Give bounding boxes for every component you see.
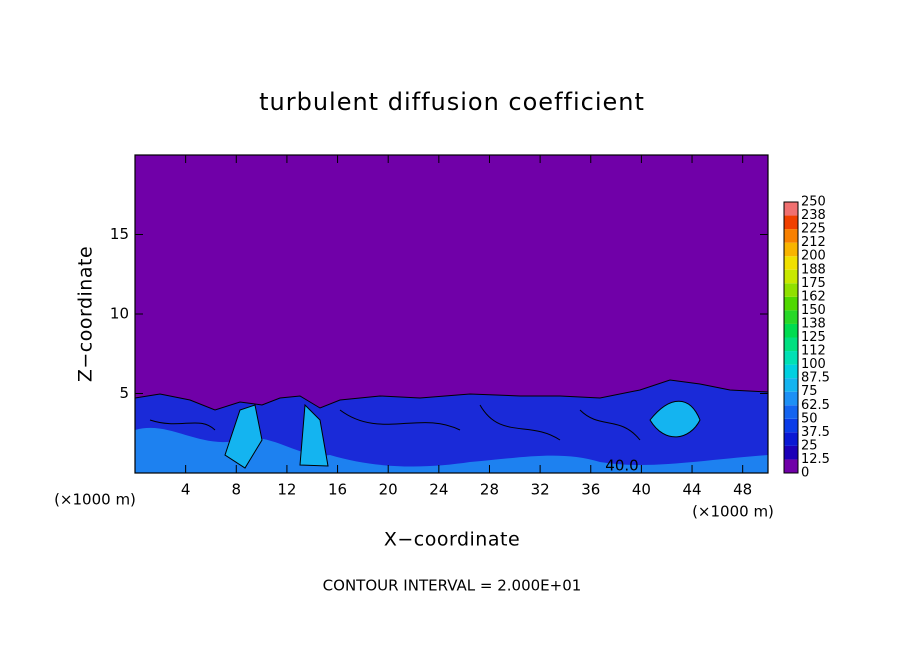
colorbar-label: 75 bbox=[801, 384, 818, 399]
y-unit-label: (×1000 m) bbox=[692, 503, 774, 521]
colorbar-label: 37.5 bbox=[801, 425, 830, 440]
colorbar-label: 175 bbox=[801, 276, 826, 291]
y-tick-label: 5 bbox=[119, 384, 129, 402]
x-tick-label: 12 bbox=[277, 481, 296, 499]
x-tick-label: 8 bbox=[232, 481, 242, 499]
x-tick-label: 24 bbox=[429, 481, 448, 499]
colorbar-label: 87.5 bbox=[801, 371, 830, 386]
colorbar-band bbox=[784, 256, 798, 270]
colorbar-band bbox=[784, 391, 798, 406]
colorbar-band bbox=[784, 269, 798, 284]
colorbar-label: 200 bbox=[801, 249, 826, 264]
y-axis-label: Z−coordinate bbox=[75, 246, 97, 382]
colorbar-frame bbox=[783, 201, 799, 474]
colorbar-band bbox=[784, 337, 798, 352]
colorbar-band bbox=[784, 202, 798, 216]
colorbar-band bbox=[784, 432, 798, 446]
colorbar-label: 112 bbox=[801, 344, 826, 359]
colorbar-label: 150 bbox=[801, 303, 826, 318]
colorbar-band bbox=[784, 215, 798, 230]
x-tick-label: 44 bbox=[682, 481, 701, 499]
x-tick-label: 28 bbox=[480, 481, 499, 499]
colorbar-label: 62.5 bbox=[801, 398, 830, 413]
x-tick-label: 4 bbox=[181, 481, 191, 499]
turbulent-layer-lower bbox=[135, 427, 768, 473]
colorbar-band bbox=[784, 310, 798, 324]
colorbar-label: 225 bbox=[801, 222, 826, 237]
x-tick-label: 20 bbox=[379, 481, 398, 499]
colorbar-label: 250 bbox=[801, 195, 826, 210]
colorbar-band bbox=[784, 418, 798, 433]
colorbar-band bbox=[784, 242, 798, 257]
colorbar-band bbox=[784, 378, 798, 392]
colorbar-label: 188 bbox=[801, 262, 826, 277]
contour-lines bbox=[149, 404, 641, 441]
chart-title: turbulent diffusion coefficient bbox=[259, 88, 645, 116]
y-tick-label: 15 bbox=[110, 225, 129, 243]
turbulent-eddies bbox=[224, 400, 701, 469]
colorbar-band bbox=[784, 351, 798, 365]
x-unit-label: (×1000 m) bbox=[54, 491, 136, 509]
footer: CONTOUR INTERVAL = 2.000E+01 bbox=[323, 577, 582, 595]
colorbar-label: 100 bbox=[801, 357, 826, 372]
x-tick-label: 32 bbox=[531, 481, 550, 499]
colorbar-label: 12.5 bbox=[801, 452, 830, 467]
colorbar-band bbox=[784, 283, 798, 297]
x-tick-label: 48 bbox=[733, 481, 752, 499]
annotation: 40.0 bbox=[605, 457, 638, 475]
colorbar-band bbox=[784, 459, 798, 473]
colorbar-label: 238 bbox=[801, 208, 826, 223]
x-tick-label: 16 bbox=[328, 481, 347, 499]
colorbar-band bbox=[784, 445, 798, 460]
colorbar-band bbox=[784, 229, 798, 243]
colorbar-label: 125 bbox=[801, 330, 826, 345]
x-tick-label: 36 bbox=[581, 481, 600, 499]
colorbar-label: 50 bbox=[801, 411, 818, 426]
colorbar-label: 212 bbox=[801, 235, 826, 250]
colorbar-band bbox=[784, 323, 798, 338]
colorbar-label: 138 bbox=[801, 316, 826, 331]
colorbar-label: 162 bbox=[801, 289, 826, 304]
colorbar-label: 0 bbox=[801, 466, 809, 481]
colorbar-band bbox=[784, 296, 798, 311]
colorbar-band bbox=[784, 364, 798, 379]
colorbar-label: 25 bbox=[801, 438, 818, 453]
x-tick-label: 40 bbox=[632, 481, 651, 499]
colorbar-band bbox=[784, 405, 798, 419]
x-axis-label: X−coordinate bbox=[384, 529, 520, 551]
y-tick-label: 10 bbox=[110, 305, 129, 323]
